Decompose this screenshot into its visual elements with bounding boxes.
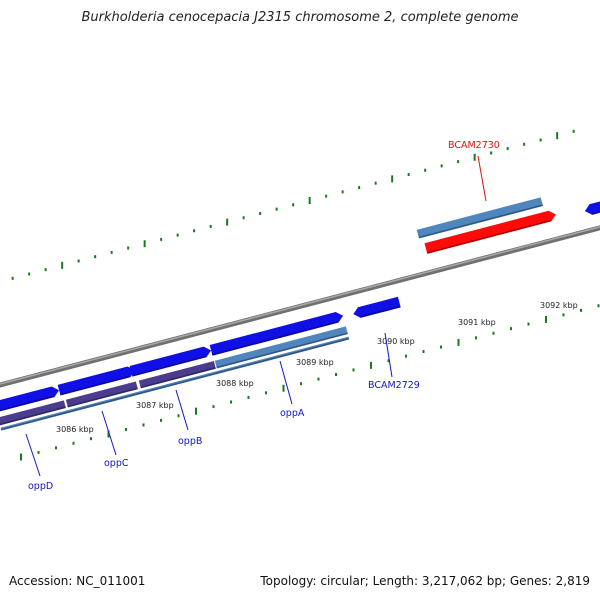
- cds-segment-oppa: [214, 326, 348, 369]
- ruler-label: 3090 kbp: [377, 337, 415, 346]
- cds-segment-0-shade: [0, 406, 66, 426]
- gene-leader-oppd: [25, 433, 41, 477]
- cds-segment-2-shade: [140, 367, 216, 389]
- cds-segment-bcam2730: [416, 197, 544, 239]
- map-title: Burkholderia cenocepacia J2315 chromosom…: [81, 10, 519, 25]
- gene-arrow-edge: [584, 201, 600, 215]
- ruler-label: 3087 kbp: [136, 401, 174, 410]
- gene-arrow-opp-2-shade: [132, 355, 207, 377]
- gene-arrow-opp-3-shade: [212, 320, 339, 356]
- genome-backbone-highlight: [0, 226, 600, 385]
- ruler-label: 3086 kbp: [56, 425, 94, 434]
- ruler-label: 3092 kbp: [540, 301, 578, 310]
- gene-label-bcam2729: BCAM2729: [368, 380, 420, 391]
- cds-segment-1: [65, 381, 138, 408]
- gene-arrow-bcam2729: [353, 296, 401, 318]
- gene-label-bcam2730: BCAM2730: [448, 140, 500, 151]
- cds-underline: [0, 336, 350, 431]
- gene-arrow-opp-0: [0, 386, 60, 412]
- gene-arrow-edge-shade: [591, 211, 600, 215]
- topology-summary: Topology: circular; Length: 3,217,062 bp…: [260, 574, 590, 588]
- ruler-label: 3089 kbp: [296, 358, 334, 367]
- gene-label-oppa: oppA: [280, 408, 305, 419]
- gene-arrow-bcam2730-shade: [426, 219, 552, 254]
- gene-arrow-opp-3: [209, 312, 344, 356]
- gene-leader-bcam2729: [384, 332, 393, 378]
- ruler-label: 3088 kbp: [216, 379, 254, 388]
- gene-arrow-opp-1: [57, 366, 136, 396]
- gene-arrow-opp-0-shade: [0, 395, 55, 412]
- gene-label-oppd: oppD: [28, 481, 53, 492]
- accession-text: Accession: NC_011001: [9, 574, 146, 588]
- gene-arrow-opp-2: [129, 346, 212, 377]
- cds-underline-shade: [0, 337, 350, 431]
- cds-segment-2: [138, 361, 216, 389]
- cds-segment-oppa-shade: [216, 332, 348, 369]
- gene-arrow-bcam2730: [424, 210, 556, 254]
- gene-leader-bcam2730: [477, 155, 487, 202]
- gene-leader-oppa: [279, 360, 293, 405]
- cds-segment-1-shade: [67, 387, 138, 408]
- gene-arrow-bcam2729-shade: [360, 305, 401, 318]
- genome-backbone: [0, 225, 600, 388]
- gene-label-oppc: oppC: [104, 458, 129, 469]
- gene-leader-oppb: [175, 389, 189, 431]
- gene-leader-oppc: [101, 410, 117, 456]
- ruler-label: 3091 kbp: [458, 318, 496, 327]
- cds-segment-0: [0, 400, 66, 426]
- gene-label-oppb: oppB: [178, 436, 202, 447]
- cds-segment-bcam2730-shade: [418, 204, 543, 239]
- gene-arrow-opp-1-shade: [60, 375, 131, 396]
